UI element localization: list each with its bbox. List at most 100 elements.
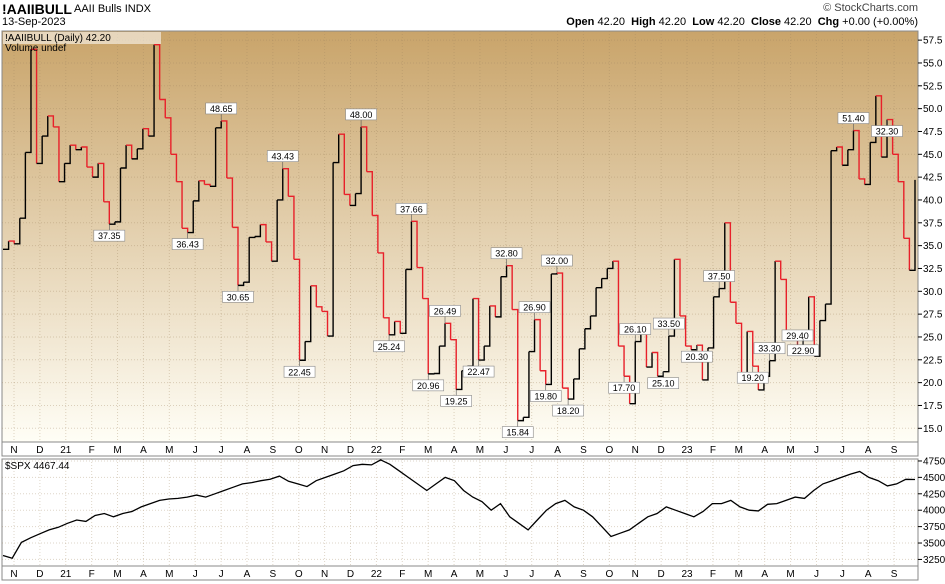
bulls-series-segment (170, 153, 178, 182)
bulls-series-segment (517, 417, 525, 422)
close-value: 42.20 (784, 16, 812, 28)
bulls-series-segment (14, 218, 21, 245)
x-tick-label: A (451, 569, 458, 580)
x-tick-label: A (140, 445, 147, 456)
bulls-series-segment (545, 273, 553, 386)
bulls-series-segment (288, 195, 295, 260)
x-tick-label: M (786, 445, 794, 456)
primary-legend-bg (3, 32, 161, 44)
y-tick-label: 37.5 (923, 218, 943, 229)
data-label: 33.30 (758, 344, 781, 354)
bulls-series-segment (103, 201, 111, 225)
x-tick-label: M (424, 569, 432, 580)
bulls-series-segment (540, 370, 547, 385)
y-tick-label: 47.5 (923, 127, 943, 138)
x-tick-label: S (891, 445, 898, 456)
symbol-name: AAII Bulls INDX (74, 3, 152, 15)
data-label-box (541, 254, 573, 267)
bulls-series-segment (870, 95, 877, 144)
x-tick-label: M (735, 445, 743, 456)
bulls-series-segment (193, 180, 200, 202)
x-tick-label: M (476, 569, 484, 580)
data-label: 48.65 (210, 104, 233, 114)
bulls-series-segment (825, 150, 832, 305)
y-tick-label: 35.0 (923, 241, 943, 252)
bulls-series-segment (271, 199, 278, 262)
bulls-series-segment (601, 268, 608, 280)
bulls-series-segment (668, 259, 676, 337)
data-label: 22.47 (467, 367, 490, 377)
bulls-series-segment (422, 297, 429, 374)
x-tick-label: F (710, 445, 716, 456)
data-label-box (518, 301, 551, 313)
x-tick-label: J (503, 569, 508, 580)
x-tick-label: N (10, 445, 17, 456)
x-tick-label: M (113, 445, 121, 456)
x-tick-label: J (529, 569, 534, 580)
x-tick-label: D (36, 569, 43, 580)
bulls-series-segment (556, 272, 564, 389)
data-label: 26.10 (624, 325, 647, 335)
bulls-series-segment (506, 265, 513, 310)
bulls-series-segment (58, 163, 66, 183)
data-label: 48.00 (350, 110, 373, 120)
brand-label: © StockCharts.com (823, 2, 918, 14)
ohlc-readout: Open 42.20 High 42.20 Low 42.20 Close 42… (566, 16, 918, 28)
data-label: 32.30 (876, 127, 899, 137)
bulls-series-segment (512, 308, 519, 421)
bulls-series-segment (433, 346, 441, 375)
bulls-series-segment (400, 269, 407, 335)
bulls-series-segment (293, 258, 301, 361)
data-label-box (787, 344, 819, 357)
x-tick-label: D (347, 569, 354, 580)
bulls-series-segment (612, 260, 620, 347)
data-label-box (266, 150, 299, 162)
data-label-box (462, 365, 495, 378)
bulls-series-segment (685, 345, 692, 350)
bulls-series-segment (389, 321, 396, 336)
data-label-box (373, 340, 405, 353)
y-tick-label: 3250 (923, 555, 945, 566)
data-label: 25.24 (378, 342, 401, 352)
bulls-series-segment (349, 193, 357, 207)
bulls-series-segment (495, 276, 502, 318)
bulls-series-segment (299, 341, 306, 361)
bulls-series-segment (148, 44, 155, 137)
bulls-series-segment (719, 222, 726, 290)
bulls-series-segment (500, 265, 508, 278)
data-label-box (501, 426, 534, 438)
bulls-series-segment (282, 167, 290, 197)
bulls-series-segment (528, 319, 536, 353)
bulls-series-segment (814, 320, 821, 357)
bulls-series-segment (842, 149, 849, 166)
bulls-series-segment (361, 126, 368, 172)
panel-0-background (1, 30, 919, 443)
data-label: 17.70 (613, 383, 636, 393)
bulls-series-segment (344, 193, 351, 206)
bulls-series-segment (534, 318, 541, 371)
data-label-box (529, 390, 562, 402)
bulls-series-segment (8, 240, 15, 244)
x-tick-label: F (399, 569, 405, 580)
y-tick-label: 15.0 (923, 424, 943, 435)
bulls-series-segment (64, 145, 71, 165)
x-tick-label: F (710, 569, 716, 580)
y-tick-label: 20.0 (923, 378, 943, 389)
bulls-series-segment (366, 170, 373, 216)
bulls-series-segment (859, 178, 866, 185)
bulls-series-segment (523, 351, 530, 419)
x-tick-label: 22 (371, 569, 383, 580)
bulls-series-segment (221, 120, 228, 179)
bulls-series-segment (456, 370, 463, 391)
data-label: 18.20 (557, 406, 580, 416)
bulls-series-segment (137, 128, 144, 150)
bulls-series-segment (249, 236, 256, 239)
panel-1-xaxis (1, 565, 919, 581)
data-label-box (222, 291, 254, 303)
x-tick-label: 23 (681, 569, 693, 580)
data-label: 19.25 (445, 396, 468, 406)
data-label-box (345, 108, 377, 121)
bulls-series-segment (439, 323, 446, 347)
x-tick-label: N (10, 569, 17, 580)
x-tick-label: J (814, 569, 819, 580)
